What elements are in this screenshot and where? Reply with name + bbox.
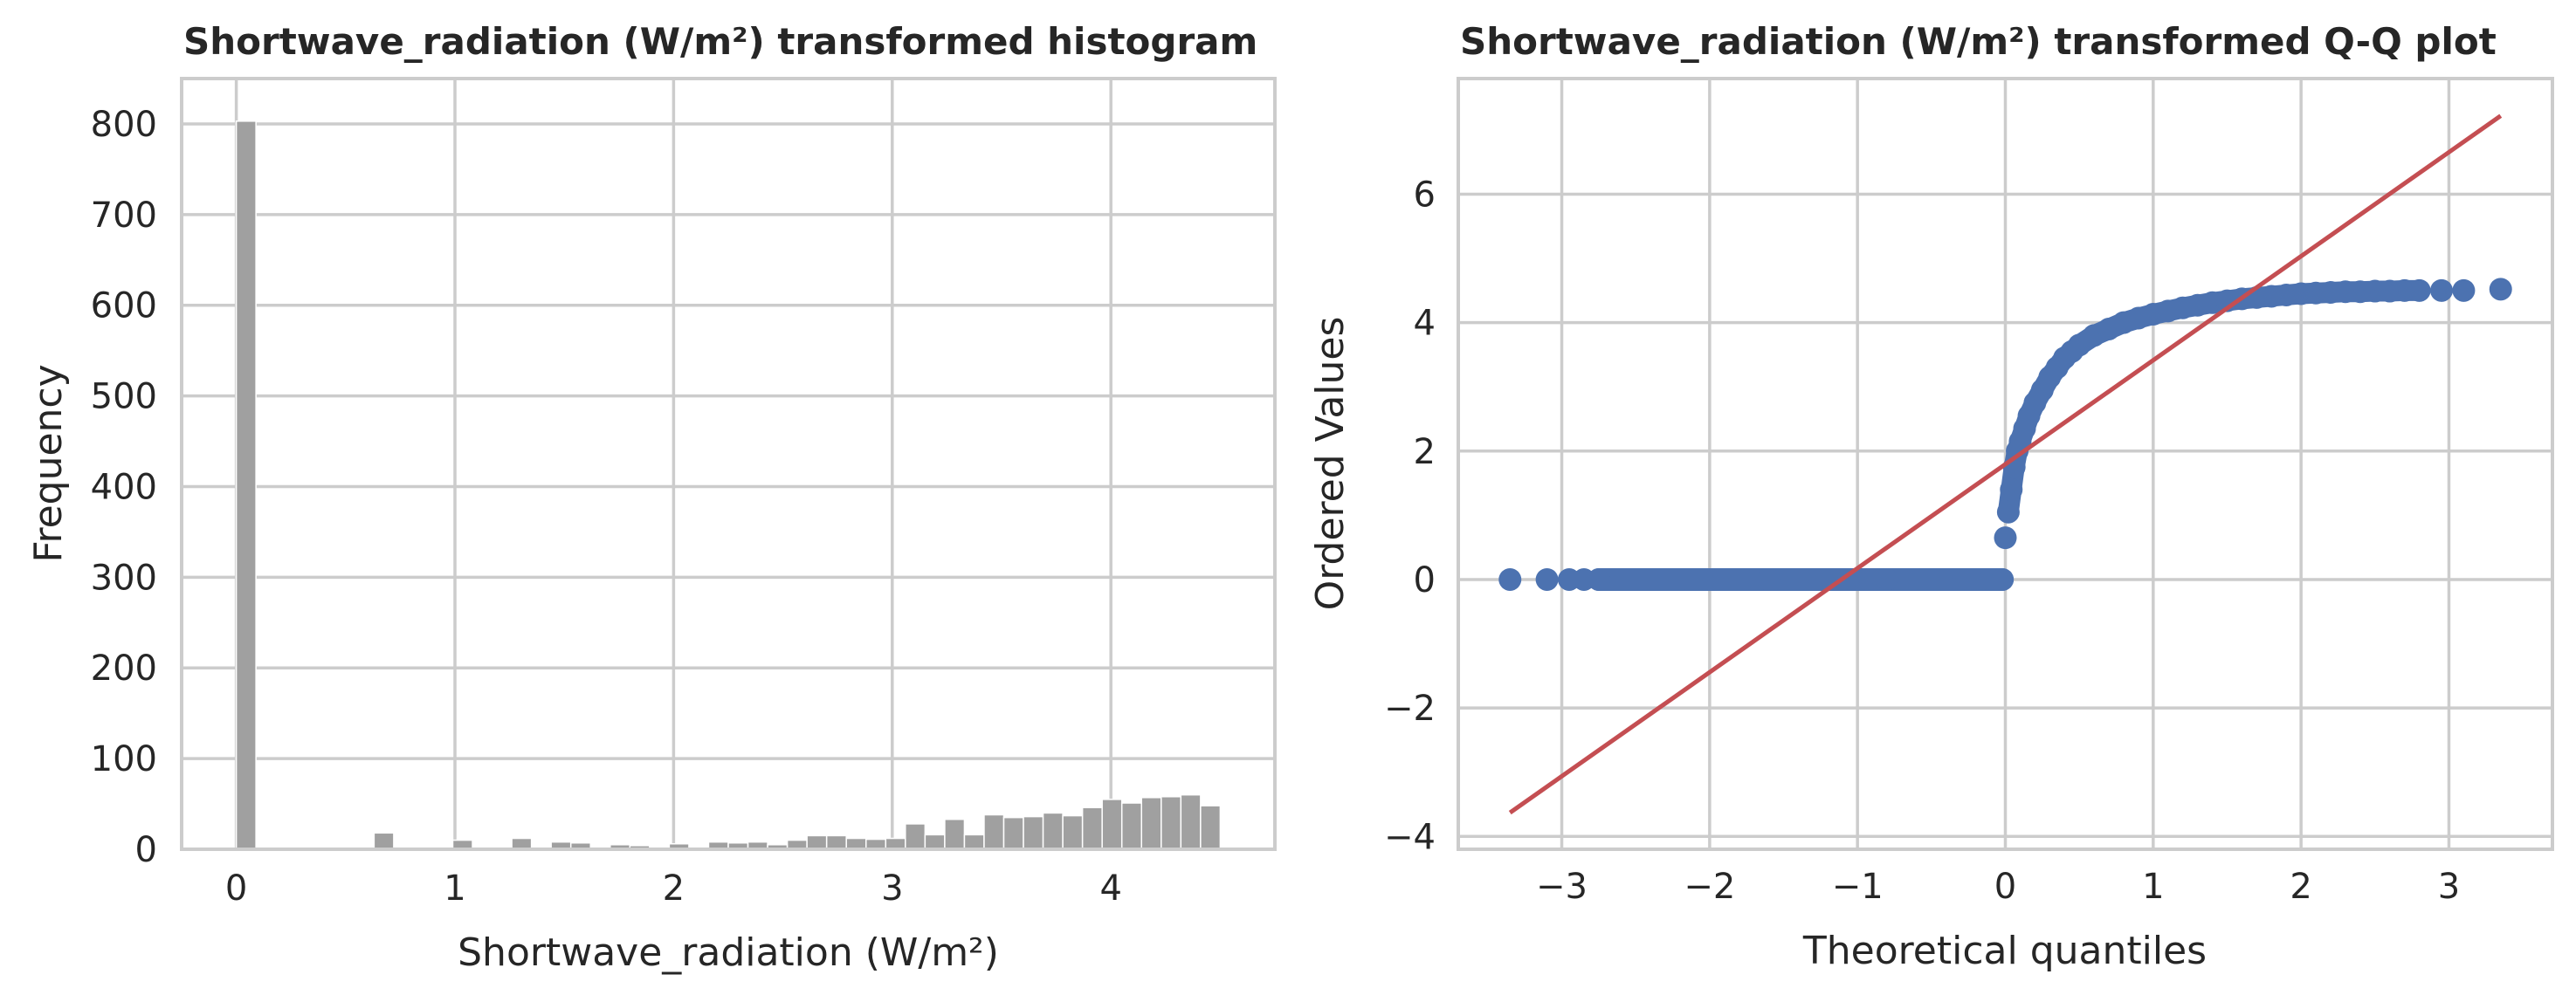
qq-plot-point (1668, 567, 1691, 591)
histogram-y-tick-label: 300 (91, 558, 157, 598)
qq-plot-point (1757, 567, 1780, 591)
histogram-bar (944, 818, 966, 850)
qq-plot-point (2000, 477, 2023, 501)
qq-plot-point (1609, 567, 1633, 591)
histogram-x-tick-label: 4 (1099, 868, 1121, 909)
histogram-bar (1101, 799, 1123, 850)
qq-plot-points (1498, 278, 2512, 591)
histogram-bar (825, 834, 847, 850)
histogram-x-tick-label: 3 (881, 868, 903, 909)
histogram-bar (905, 823, 926, 850)
histogram-title: Shortwave_radiation (W/m²) transformed h… (183, 20, 1257, 63)
histogram-bar (1161, 795, 1182, 850)
histogram-bar (1180, 793, 1202, 850)
qq-plot-point (1994, 526, 2017, 550)
qq-plot-y-tick-label: 0 (1414, 560, 1436, 601)
histogram-bar (1200, 805, 1222, 850)
qq-plot-y-tick-label: 2 (1414, 432, 1436, 472)
histogram-frame (180, 77, 1277, 851)
histogram-x-ticks: 0 1 2 3 4 (225, 868, 1122, 909)
qq-plot-point (1934, 567, 1958, 591)
histogram-grid (182, 79, 1275, 851)
histogram-bar (1120, 802, 1143, 850)
histogram-bar (1081, 806, 1103, 850)
histogram-bar (1062, 814, 1084, 850)
histogram-x-label: Shortwave_radiation (W/m²) (458, 930, 999, 975)
qq-plot-point (1639, 567, 1663, 591)
histogram-y-label: Frequency (26, 364, 71, 562)
histogram-y-tick-label: 200 (91, 649, 157, 689)
qq-plot-x-label: Theoretical quantiles (1802, 929, 2207, 973)
qq-plot-x-ticks: −3 −2 −1 0 1 2 3 (1536, 867, 2460, 907)
qq-plot-x-tick-label: −1 (1832, 867, 1884, 907)
qq-plot-title: Shortwave_radiation (W/m²) transformed Q… (1460, 20, 2497, 63)
histogram-panel: Shortwave_radiation (W/m²) transformed h… (26, 20, 1277, 975)
histogram-y-tick-label: 500 (91, 377, 157, 417)
qq-plot-point (1727, 567, 1751, 591)
histogram-y-tick-label: 100 (91, 739, 157, 779)
qq-plot-point (2430, 278, 2454, 302)
qq-plot-fit-line-group (1508, 113, 2503, 815)
qq-plot-grid (1458, 79, 2552, 849)
qq-plot-x-tick-label: −2 (1684, 867, 1735, 907)
histogram-x-tick-label: 1 (444, 868, 465, 909)
qq-plot-x-tick-label: 2 (2290, 867, 2311, 907)
qq-plot-point (1876, 567, 1899, 591)
histogram-bar (373, 832, 395, 850)
histogram-y-tick-label: 700 (91, 196, 157, 236)
qq-plot-point (2489, 278, 2512, 301)
histogram-bar (1140, 797, 1162, 850)
qq-plot-point (1787, 567, 1810, 591)
histogram-bar (1023, 815, 1044, 850)
histogram-bar (983, 813, 1005, 850)
qq-plot-point (1535, 567, 1559, 591)
histogram-bar (924, 834, 946, 850)
histogram-bar (963, 834, 985, 850)
histogram-y-ticks: 0 100 200 300 400 500 600 700 800 (91, 105, 157, 870)
histogram-y-tick-label: 0 (135, 830, 157, 870)
qq-plot-y-tick-label: −2 (1384, 689, 1436, 729)
histogram-bar (1042, 812, 1064, 850)
qq-plot-point (1991, 567, 2015, 591)
qq-plot-y-tick-label: 6 (1414, 175, 1436, 215)
qq-plot-point (2452, 278, 2476, 302)
qq-plot-x-tick-label: 3 (2438, 867, 2460, 907)
histogram-bar (806, 834, 828, 850)
qq-plot-point (1587, 567, 1610, 591)
qq-plot-x-tick-label: 0 (1994, 867, 2016, 907)
qq-plot-point (2407, 278, 2431, 302)
qq-plot-fit-line (1508, 113, 2503, 815)
qq-plot-y-label: Ordered Values (1308, 317, 1353, 611)
qq-plot-point (1698, 567, 1721, 591)
histogram-x-tick-label: 2 (663, 868, 685, 909)
histogram-y-tick-label: 800 (91, 105, 157, 145)
histogram-bar (1002, 816, 1024, 850)
histogram-bars (235, 120, 1222, 850)
qq-plot-y-ticks: −4 −2 0 2 4 6 (1384, 175, 1436, 857)
qq-plot-point (1498, 567, 1522, 591)
qq-plot-x-tick-label: −3 (1536, 867, 1588, 907)
histogram-bar (235, 120, 257, 850)
histogram-y-tick-label: 400 (91, 467, 157, 507)
qq-plot-y-tick-label: −4 (1384, 817, 1436, 857)
histogram-y-tick-label: 600 (91, 286, 157, 326)
qq-plot-point (1904, 567, 1928, 591)
histogram-x-tick-label: 0 (225, 868, 247, 909)
qq-plot-point (1996, 500, 2020, 524)
qq-plot-panel: Shortwave_radiation (W/m²) transformed Q… (1308, 20, 2554, 973)
qq-plot-frame (1457, 77, 2554, 851)
qq-plot-x-tick-label: 1 (2142, 867, 2164, 907)
qq-plot-y-tick-label: 4 (1414, 304, 1436, 344)
